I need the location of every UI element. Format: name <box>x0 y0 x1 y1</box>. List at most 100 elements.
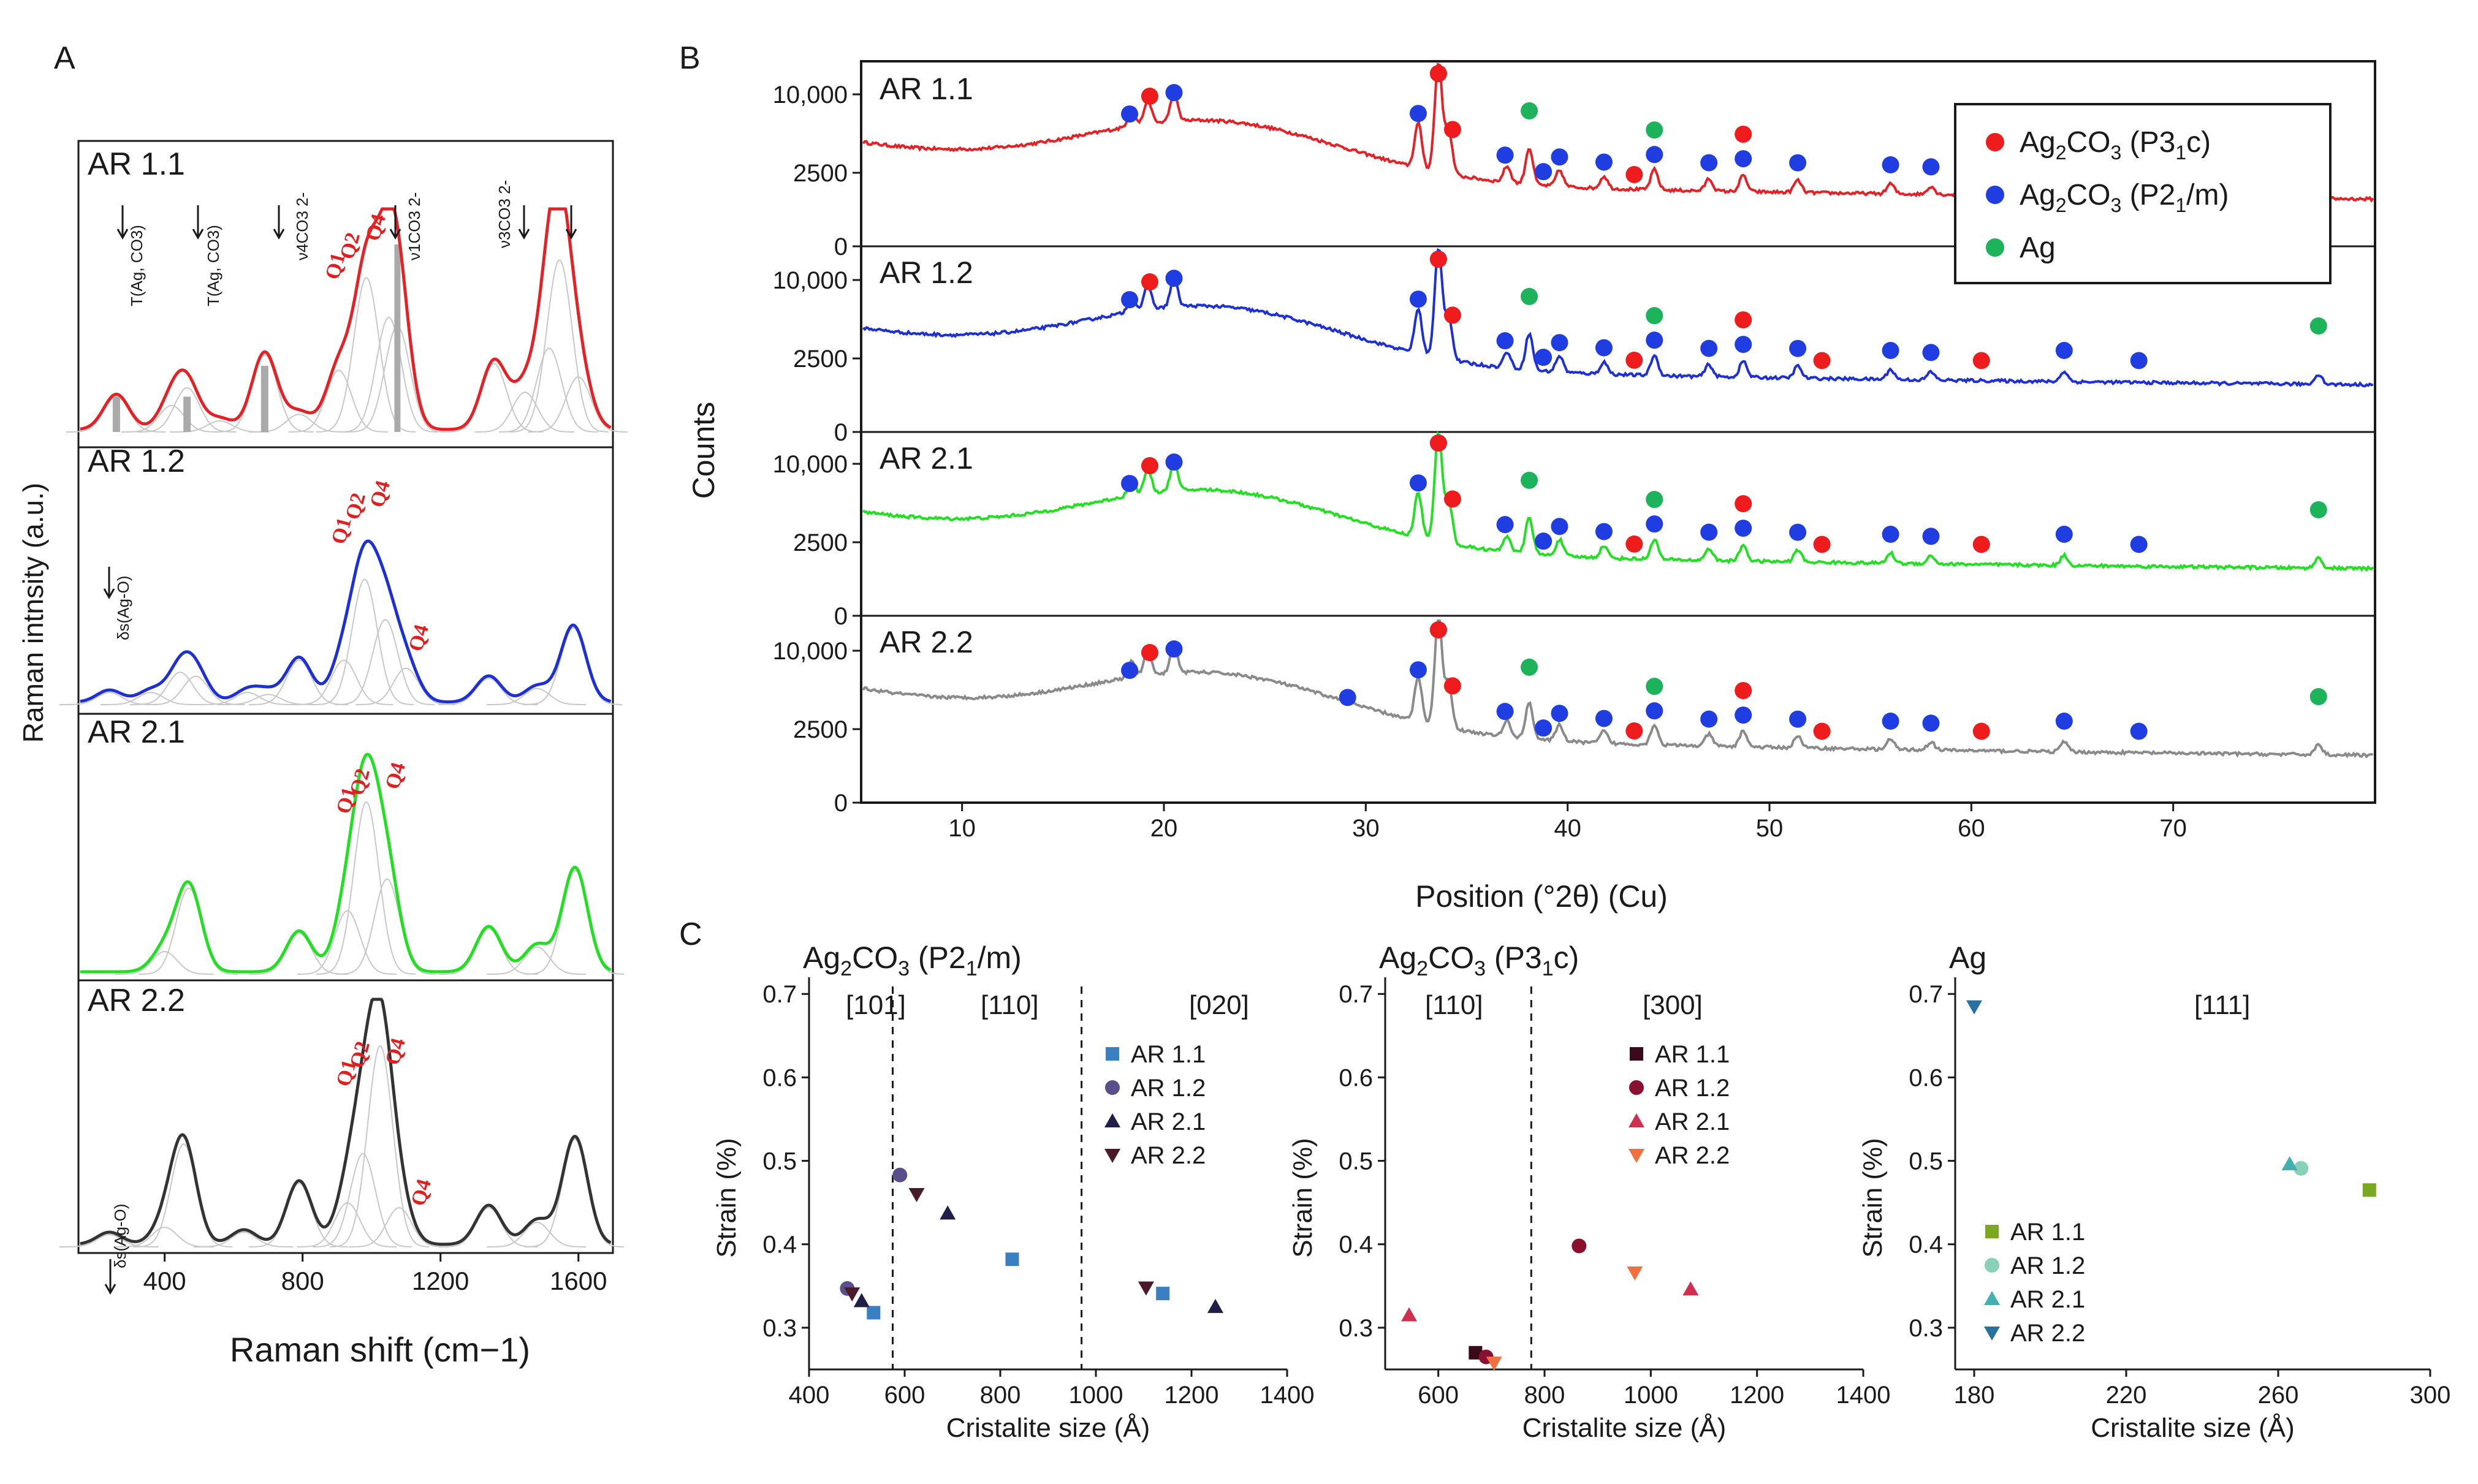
xrd-marker-blue <box>1496 516 1514 534</box>
legend-label: AR 2.1 <box>2010 1286 2085 1313</box>
xrd-xtick-label: 60 <box>1958 815 1985 842</box>
legend-square <box>1985 1225 1999 1238</box>
strain-xtick-label: 180 <box>1954 1382 1995 1409</box>
xrd-marker-green <box>1521 658 1538 676</box>
point-triangle-up <box>1401 1307 1417 1322</box>
xrd-ytick-label: 10,000 <box>773 451 848 478</box>
raman-gaussian <box>316 801 416 975</box>
xrd-ytick-label: 10,000 <box>773 638 848 665</box>
raman-gaussian <box>114 950 214 975</box>
raman-fill-band <box>260 366 268 432</box>
xrd-marker-blue <box>1922 528 1940 545</box>
q-label: Q4 <box>366 479 395 510</box>
legend-label-ag: Ag <box>2020 232 2056 264</box>
raman-gaussian <box>294 659 393 705</box>
xrd-marker-red <box>1443 677 1461 695</box>
xrd-marker-red <box>1625 351 1643 369</box>
xrd-marker-red <box>1443 121 1461 138</box>
xrd-marker-green <box>1646 491 1663 509</box>
strain-ytick-label: 0.3 <box>1909 1315 1943 1342</box>
raman-gaussian <box>197 692 297 705</box>
xrd-marker-blue <box>1882 712 1899 730</box>
annot-t-ag-co3-2: T(Ag, CO3) <box>204 225 222 306</box>
legend-label: AR 1.2 <box>1655 1075 1730 1102</box>
strain-region-label: [101] <box>846 990 906 1020</box>
xrd-ylabel: Counts <box>686 402 721 499</box>
raman-gaussian <box>438 1207 538 1247</box>
raman-fill-band <box>394 244 401 432</box>
xrd-marker-red <box>1141 457 1158 475</box>
annotation-arrowhead <box>103 588 115 600</box>
raman-envelope-2 <box>80 752 612 974</box>
raman-label-ar12: AR 1.2 <box>88 444 185 479</box>
xrd-marker-blue <box>1700 710 1718 728</box>
xrd-marker-blue <box>1121 291 1139 309</box>
xrd-marker-blue <box>1551 518 1568 536</box>
xrd-ytick-label: 2500 <box>793 160 848 187</box>
raman-annotations: T(Ag, CO3) T(Ag, CO3) ν4CO3 2- ν1CO3 2- … <box>111 180 514 1268</box>
xrd-marker-blue <box>1700 339 1718 357</box>
strain-xtick-label: 1000 <box>1624 1382 1678 1409</box>
raman-gaussian <box>336 878 436 975</box>
raman-gaussian <box>249 659 349 705</box>
xrd-marker-green <box>2309 317 2327 335</box>
xrd-marker-blue <box>1882 525 1899 543</box>
strain-title: Ag <box>1949 941 1986 975</box>
legend-label: AR 2.1 <box>1131 1108 1206 1135</box>
xrd-marker-blue <box>1789 339 1807 357</box>
xrd-xlabel: Position (°2θ) (Cu) <box>1415 879 1668 914</box>
raman-gaussian <box>137 387 237 433</box>
legend-label: AR 1.1 <box>1131 1041 1206 1068</box>
xrd-marker-blue <box>1922 344 1940 362</box>
xrd-marker-red <box>1813 352 1831 369</box>
strain-ytick-label: 0.7 <box>1339 981 1373 1008</box>
annotation-arrowhead <box>104 1284 116 1295</box>
annotation-arrowhead <box>116 229 129 240</box>
xrd-curve-2 <box>862 431 2374 572</box>
xrd-xtick-label: 10 <box>948 815 976 842</box>
strain-xlabel: Cristalite size (Å) <box>1522 1413 1727 1443</box>
annot-ds-ag-o-12: δs(Ag-O) <box>114 576 132 640</box>
xrd-ytick-label: 2500 <box>793 346 848 373</box>
raman-gaussian <box>498 347 598 433</box>
raman-gaussian <box>355 667 455 705</box>
raman-gaussian <box>438 678 538 705</box>
raman-gaussian <box>297 1202 397 1247</box>
point-square <box>867 1306 881 1320</box>
raman-axes: 400 800 1200 1600 <box>77 140 614 1295</box>
raman-gaussian <box>525 1138 625 1247</box>
xrd-marker-red <box>1813 722 1831 740</box>
point-square <box>1005 1252 1019 1266</box>
strain-ytick-label: 0.5 <box>762 1148 797 1175</box>
strain-xlabel: Cristalite size (Å) <box>2091 1413 2295 1443</box>
raman-ylabel: Raman intnsity (a.u.) <box>17 483 49 743</box>
legend-circle <box>1985 1258 1999 1273</box>
title-part: Ag <box>1379 941 1416 975</box>
raman-gaussian <box>130 672 230 705</box>
xrd-marker-blue <box>1551 148 1568 166</box>
legend-marker-ag <box>1986 238 2004 257</box>
strain-ytick-label: 0.4 <box>1909 1232 1943 1259</box>
q-label: Q2 <box>346 767 374 798</box>
title-part: (P3 <box>1486 941 1542 975</box>
strain-xtick-label: 1200 <box>1165 1382 1219 1409</box>
annot-t-ag-co3-1: T(Ag, CO3) <box>127 225 146 306</box>
raman-gaussian <box>249 1183 349 1247</box>
raman-frame <box>77 140 614 1254</box>
strain-xtick-label: 300 <box>2410 1382 2451 1409</box>
raman-gaussian <box>121 404 221 433</box>
xrd-ytick-label: 10,000 <box>773 81 848 108</box>
xrd-marker-red <box>1735 495 1752 513</box>
raman-envelope-0 <box>80 207 612 431</box>
xrd-marker-blue <box>2130 722 2148 740</box>
raman-label-ar11: AR 1.1 <box>88 146 185 182</box>
strain-ylabel: Strain (%) <box>1288 1138 1318 1258</box>
xrd-marker-blue <box>1535 719 1553 737</box>
point-square <box>1156 1287 1170 1301</box>
xrd-ytick-label: 2500 <box>793 716 848 743</box>
xrd-marker-red <box>1625 165 1643 183</box>
xrd-marker-blue <box>1735 520 1752 537</box>
strain-title: Ag2CO3 (P21/m) <box>803 941 1022 980</box>
